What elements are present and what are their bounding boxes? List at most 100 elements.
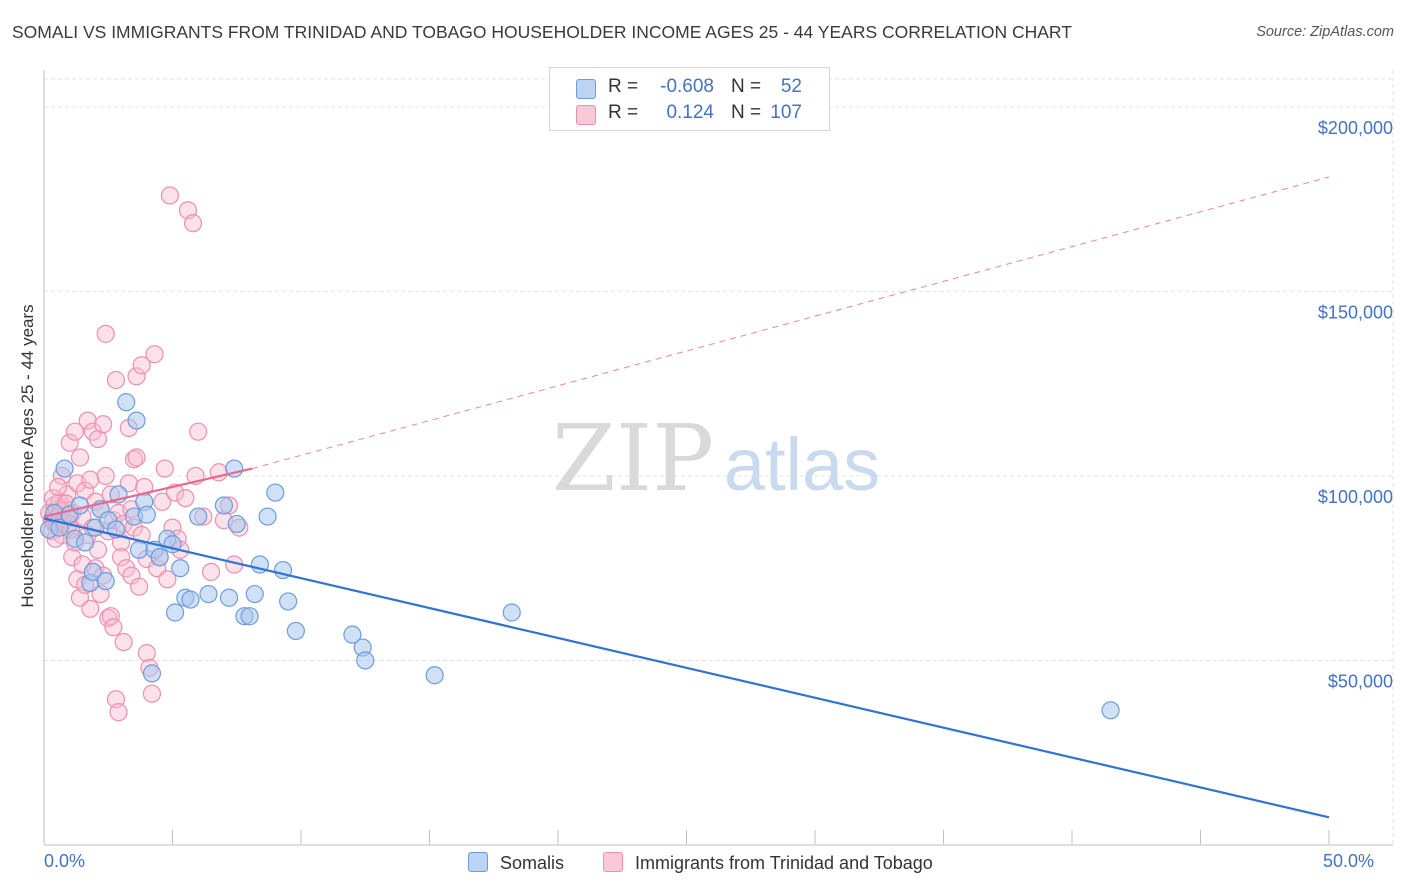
- somali-point: [127, 411, 146, 430]
- legend-r-value: -0.608: [660, 76, 714, 97]
- somali-point: [258, 507, 277, 526]
- watermark-atlas: atlas: [724, 423, 880, 506]
- tt-point: [176, 488, 195, 508]
- tt-point: [145, 345, 164, 364]
- tt-point: [60, 433, 79, 452]
- somali-point: [137, 505, 156, 524]
- tt-point: [189, 422, 208, 441]
- tt-point: [104, 618, 123, 637]
- legend-r-label: R =: [608, 102, 639, 123]
- watermark-zip: ZIP: [552, 405, 714, 512]
- y-tick-label: $100,000: [1318, 487, 1393, 507]
- somali-point: [96, 572, 115, 591]
- somali-trend-line: [43, 517, 1330, 819]
- tt-point: [142, 684, 162, 703]
- tt-point: [127, 448, 146, 467]
- x-tick-min: 0.0%: [44, 851, 86, 871]
- tt-points: [40, 186, 249, 722]
- tt-point: [96, 324, 115, 343]
- y-tick-label: $200,000: [1318, 118, 1393, 138]
- somali-point: [142, 664, 162, 683]
- tt-legend-swatch: [603, 852, 623, 872]
- somali-point: [240, 607, 259, 626]
- somali-point: [83, 562, 102, 582]
- y-tick-labels: $50,000 $100,000 $150,000 $200,000: [1318, 118, 1393, 692]
- series-legend: Somalis Immigrants from Trinidad and Tob…: [0, 852, 1406, 878]
- somali-point: [266, 483, 285, 502]
- tt-point: [201, 562, 221, 582]
- tt-point: [129, 577, 149, 596]
- tt-point: [99, 608, 118, 628]
- somali-point: [117, 393, 136, 412]
- legend-r-label: R =: [608, 76, 639, 97]
- grid-lines: [44, 70, 1394, 845]
- somali-point: [150, 548, 169, 567]
- somali-point: [70, 496, 90, 515]
- tt-point: [137, 643, 156, 663]
- tt-point: [94, 415, 113, 434]
- somali-point: [129, 540, 149, 559]
- tt-point: [101, 607, 120, 626]
- somali-point: [189, 507, 208, 526]
- somali-point: [1101, 701, 1120, 720]
- tt-trend-line: [43, 467, 253, 518]
- legend-n-value: 107: [770, 102, 802, 123]
- tt-point: [65, 422, 84, 441]
- legend-row-somali: R = -0.608 N = 52: [550, 76, 829, 102]
- tt-point: [124, 450, 144, 469]
- y-axis-label: Householder Income Ages 25 - 44 years: [18, 304, 37, 608]
- somali-point: [181, 590, 200, 609]
- legend-item-somalis: Somalis: [468, 852, 564, 874]
- legend-n-label: N =: [731, 76, 762, 97]
- tt-point: [160, 186, 180, 205]
- legend-item-tt: Immigrants from Trinidad and Tobago: [603, 852, 933, 874]
- correlation-legend: R = -0.608 N = 52 R = 0.124 N = 107: [549, 67, 830, 131]
- tt-point: [81, 599, 100, 618]
- somali-point: [279, 592, 298, 611]
- somali-point: [425, 666, 444, 685]
- tt-point: [63, 548, 82, 567]
- somali-point: [343, 625, 362, 644]
- chart-title: SOMALI VS IMMIGRANTS FROM TRINIDAD AND T…: [12, 22, 1072, 42]
- legend-n-value: 52: [780, 76, 802, 97]
- somali-point: [219, 588, 239, 607]
- x-tick-max: 50.0%: [1323, 851, 1375, 871]
- tt-point: [153, 492, 172, 511]
- tt-point: [132, 356, 151, 375]
- somali-point: [286, 621, 305, 641]
- tt-point: [49, 477, 68, 497]
- tt-point: [158, 570, 177, 589]
- y-tick-label: $50,000: [1328, 671, 1393, 691]
- tt-trend-extension: [252, 176, 1330, 470]
- legend-label-somalis: Somalis: [500, 853, 565, 873]
- tt-swatch: [576, 105, 596, 125]
- legend-r-value: 0.124: [666, 102, 714, 123]
- somali-point: [502, 603, 521, 622]
- tt-point: [81, 470, 100, 489]
- legend-label-tt: Immigrants from Trinidad and Tobago: [635, 853, 933, 873]
- somali-point: [199, 584, 218, 604]
- somali-point: [171, 559, 190, 578]
- somali-swatch: [576, 79, 596, 99]
- tt-point: [155, 459, 174, 478]
- trend-lines: [43, 176, 1330, 819]
- tt-point: [127, 367, 146, 386]
- somali-point: [356, 651, 375, 670]
- somali-point: [76, 533, 95, 552]
- tt-point: [109, 703, 128, 722]
- y-tick-label: $150,000: [1318, 302, 1393, 322]
- somali-point: [227, 514, 246, 534]
- tt-point: [119, 474, 138, 493]
- tt-point: [106, 370, 126, 390]
- axes: [43, 70, 1393, 846]
- legend-row-tt: R = 0.124 N = 107: [550, 102, 829, 128]
- tt-point: [114, 632, 133, 652]
- somali-point: [245, 584, 264, 604]
- source-label: Source: ZipAtlas.com: [1256, 24, 1394, 40]
- tt-point: [70, 448, 90, 467]
- tt-point: [183, 214, 203, 233]
- tt-point: [96, 466, 115, 486]
- tt-point: [111, 548, 131, 567]
- somali-point: [165, 603, 185, 622]
